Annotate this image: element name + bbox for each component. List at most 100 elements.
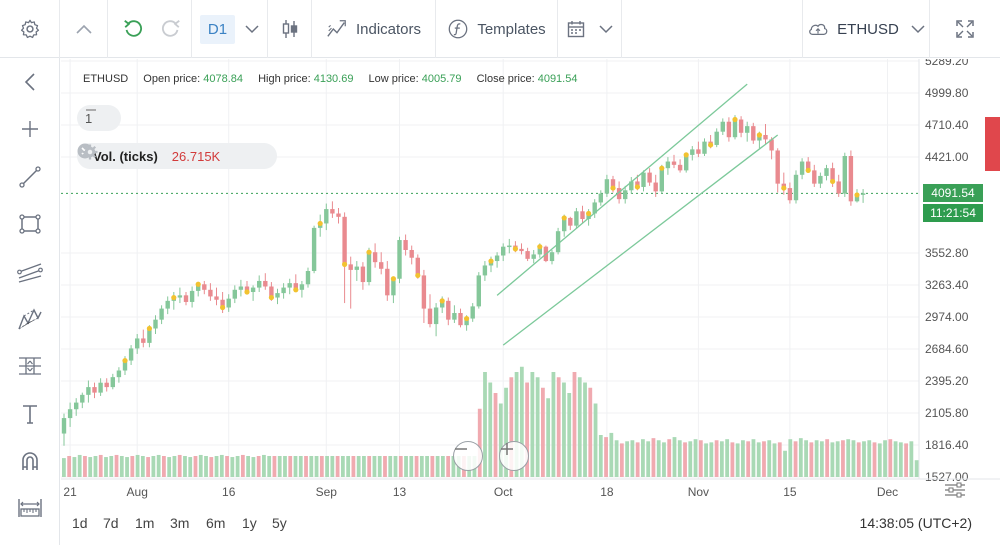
- candle-body: [726, 121, 732, 138]
- volume-bar: [330, 456, 335, 477]
- volume-bar: [419, 456, 424, 477]
- open-value: 4078.84: [203, 73, 243, 85]
- text-tool[interactable]: [12, 396, 48, 432]
- zoom-out-button[interactable]: [453, 441, 483, 471]
- trend-line-tool[interactable]: [12, 159, 48, 195]
- crosshair-tool[interactable]: [12, 111, 48, 147]
- plus-icon: [501, 443, 513, 455]
- candle-body: [427, 308, 433, 325]
- high-label: High price:: [258, 73, 311, 85]
- candle-body: [537, 246, 542, 255]
- undo-button[interactable]: [108, 0, 158, 58]
- range-6m[interactable]: 6m: [206, 515, 226, 531]
- volume-bar: [819, 441, 824, 477]
- volume-bar: [630, 440, 635, 477]
- signal-marker: [244, 289, 250, 295]
- minus-icon[interactable]: [85, 105, 97, 115]
- volume-bar: [767, 440, 772, 477]
- candle-body: [696, 149, 701, 154]
- range-3m[interactable]: 3m: [170, 515, 190, 531]
- volume-bar: [209, 457, 214, 477]
- volume-bar: [114, 454, 119, 477]
- volume-bar: [77, 454, 82, 477]
- gear-icon[interactable]: [81, 143, 99, 161]
- time-tick-label: 18: [600, 485, 614, 499]
- candlestick-chart[interactable]: 5289.20 4999.80 4710.40 4421.00 3552.80 3263.…: [61, 59, 1000, 505]
- candle-body: [403, 240, 408, 250]
- volume-bar: [88, 457, 93, 477]
- volume-bar: [588, 387, 593, 477]
- collapse-sidebar-button[interactable]: [12, 64, 48, 100]
- fullscreen-button[interactable]: [930, 0, 1000, 58]
- templates-button[interactable]: Templates: [436, 0, 558, 58]
- rectangle-tool[interactable]: [12, 206, 48, 242]
- candle-body: [153, 319, 158, 329]
- drawing-tools-sidebar: [0, 58, 60, 545]
- time-axis[interactable]: 21 Aug 16 Sep 13 Oct 18 Nov 15 Dec: [61, 478, 1000, 499]
- candle-body: [250, 287, 256, 293]
- signal-marker: [366, 249, 372, 255]
- candle-body: [80, 394, 85, 403]
- volume-indicator-badge[interactable]: Vol. (ticks) 26.715K: [77, 143, 277, 169]
- signal-marker: [781, 185, 787, 191]
- timezone-clock[interactable]: 14:38:05 (UTC+2): [859, 515, 972, 531]
- chart-area[interactable]: 5289.20 4999.80 4710.40 4421.00 3552.80 3263.…: [61, 59, 1000, 545]
- axis-settings-icon: [948, 487, 954, 493]
- volume-bar: [625, 441, 630, 477]
- volume-bar: [688, 441, 693, 477]
- pane-badge[interactable]: 1: [77, 105, 121, 131]
- candle-body: [745, 126, 750, 133]
- candle-body: [433, 307, 439, 325]
- date-picker-button[interactable]: [558, 0, 622, 58]
- indicators-button[interactable]: Indicators: [312, 0, 436, 58]
- magnet-tool[interactable]: [12, 443, 48, 479]
- range-5y[interactable]: 5y: [272, 515, 287, 531]
- candle-body: [848, 156, 854, 202]
- collapse-toolbar-button[interactable]: [60, 0, 108, 58]
- channel-lower-line: [502, 134, 779, 346]
- candle-body: [598, 193, 603, 203]
- candle-body: [244, 286, 250, 293]
- measure-tool[interactable]: [12, 348, 48, 384]
- candle-body: [226, 298, 231, 308]
- indicators-icon: [327, 20, 346, 37]
- channel-tool[interactable]: [12, 254, 48, 290]
- range-1m[interactable]: 1m: [135, 515, 155, 531]
- price-axis[interactable]: 5289.20 4999.80 4710.40 4421.00 3552.80 3263.…: [918, 59, 969, 484]
- candle-body: [580, 211, 585, 220]
- timeframe-selector[interactable]: D1: [192, 0, 268, 58]
- chart-type-button[interactable]: [268, 0, 312, 58]
- signal-marker: [220, 304, 226, 311]
- ruler-tool[interactable]: [12, 490, 48, 526]
- pattern-tool[interactable]: [12, 301, 48, 337]
- candle-body: [507, 245, 512, 248]
- volume-bar: [583, 382, 587, 477]
- bottom-bar: 1d 7d 1m 3m 6m 1y 5y 14:38:05 (UTC+2): [61, 505, 1000, 545]
- range-7d[interactable]: 7d: [103, 515, 119, 531]
- symbol-selector[interactable]: ETHUSD: [802, 0, 930, 58]
- range-1y[interactable]: 1y: [242, 515, 257, 531]
- candle-body: [366, 252, 372, 283]
- price-tick-label: 1816.40: [925, 438, 969, 452]
- volume-bar: [135, 454, 140, 477]
- templates-label: Templates: [477, 20, 546, 38]
- range-1d[interactable]: 1d: [72, 515, 88, 531]
- signal-marker: [586, 210, 592, 217]
- candle-body: [196, 284, 201, 291]
- settings-button[interactable]: [0, 0, 60, 58]
- volume-bar: [119, 456, 124, 477]
- candle-body: [269, 286, 274, 298]
- volume-bars: [62, 366, 919, 477]
- pane-number: 1: [85, 110, 93, 126]
- volume-bar: [804, 440, 808, 477]
- gear-icon: [20, 19, 39, 39]
- volume-bar: [793, 441, 798, 477]
- candle-body: [330, 209, 335, 214]
- volume-bar: [309, 456, 314, 477]
- parallel-channel-drawing[interactable]: [496, 83, 779, 346]
- candle-body: [799, 161, 805, 175]
- chevron-up-icon: [75, 24, 92, 34]
- redo-button[interactable]: [150, 0, 192, 58]
- zoom-in-button[interactable]: [499, 441, 529, 471]
- scroll-indicator[interactable]: [985, 117, 1000, 171]
